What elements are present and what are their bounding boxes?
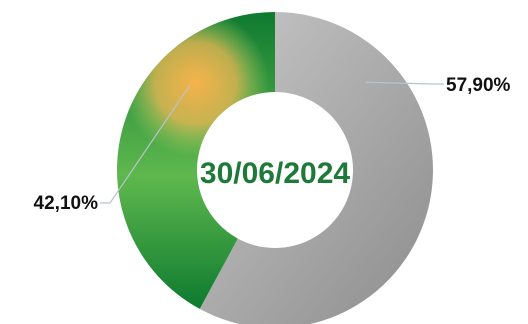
leader-line-gray xyxy=(365,81,444,85)
overlay-layer xyxy=(121,12,270,157)
center-date-label: 30/06/2024 xyxy=(200,157,350,190)
leader-line-green xyxy=(100,85,190,204)
slice-gray xyxy=(199,12,433,324)
slice-green-glow xyxy=(121,12,270,157)
label-green-slice: 42,10% xyxy=(34,193,99,214)
label-gray-slice: 57,90% xyxy=(446,75,511,96)
labels-layer: 57,90% 42,10% xyxy=(34,75,511,214)
